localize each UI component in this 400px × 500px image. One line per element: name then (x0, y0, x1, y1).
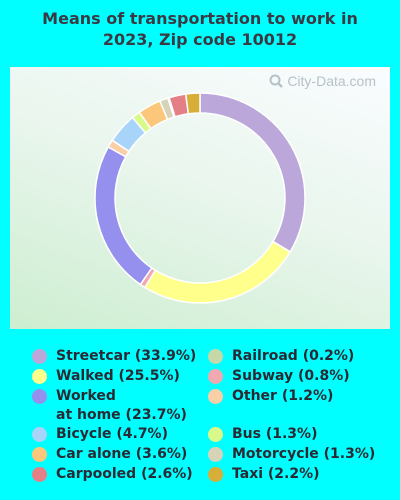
legend-swatch (208, 467, 223, 482)
legend-item: Walked (25.5%) (32, 367, 180, 386)
watermark: City-Data.com (269, 73, 376, 89)
chart-title: Means of transportation to work in 2023,… (0, 8, 400, 50)
legend-label: Walked (25.5%) (56, 368, 180, 384)
legend-label: Bus (1.3%) (232, 426, 318, 442)
legend-item: Railroad (0.2%) (208, 347, 354, 366)
slice-walked (143, 240, 292, 304)
legend-label: Worked at home (23.7%) (56, 388, 187, 423)
legend-label: Bicycle (4.7%) (56, 426, 168, 442)
legend-label: Motorcycle (1.3%) (232, 446, 376, 462)
legend-swatch (208, 389, 223, 404)
legend-item: Motorcycle (1.3%) (208, 445, 375, 464)
legend-item: Subway (0.8%) (208, 367, 350, 386)
legend-label: Carpooled (2.6%) (56, 466, 193, 482)
legend-swatch (208, 369, 223, 384)
legend-label: Taxi (2.2%) (232, 466, 320, 482)
legend-swatch (208, 447, 223, 462)
chart-title-text: Means of transportation to work in 2023,… (42, 9, 358, 49)
legend-item: Carpooled (2.6%) (32, 465, 193, 484)
legend-item: Bus (1.3%) (208, 425, 317, 444)
legend-swatch (208, 427, 223, 442)
magnifier-icon (269, 74, 284, 88)
legend-label: Railroad (0.2%) (232, 348, 355, 364)
chart-panel: City-Data.com (10, 67, 390, 329)
legend-label: Streetcar (33.9%) (56, 348, 197, 364)
legend-label: Subway (0.8%) (232, 368, 350, 384)
legend-swatch (32, 369, 47, 384)
legend-item: Other (1.2%) (208, 387, 333, 406)
legend-swatch (32, 349, 47, 364)
legend-item: Car alone (3.6%) (32, 445, 187, 464)
legend-swatch (32, 447, 47, 462)
slice-streetcar (199, 92, 306, 253)
legend-item: Taxi (2.2%) (208, 465, 320, 484)
legend-item: Streetcar (33.9%) (32, 347, 196, 366)
slice-worked-at-home (94, 145, 153, 286)
slice-taxi (184, 92, 201, 115)
watermark-text: City-Data.com (287, 73, 376, 89)
legend-item: Worked at home (23.7%) (32, 387, 187, 425)
legend-label: Car alone (3.6%) (56, 446, 188, 462)
legend-swatch (32, 467, 47, 482)
donut-chart (94, 92, 306, 304)
legend-label: Other (1.2%) (232, 388, 334, 404)
legend-swatch (32, 427, 47, 442)
legend-item: Bicycle (4.7%) (32, 425, 168, 444)
legend-swatch (32, 389, 47, 404)
legend-swatch (208, 349, 223, 364)
